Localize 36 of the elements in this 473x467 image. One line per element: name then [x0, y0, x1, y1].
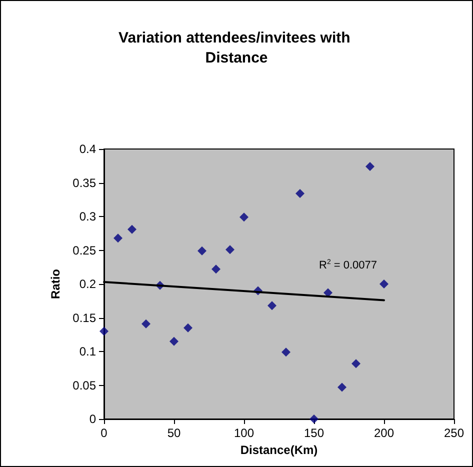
point — [310, 414, 318, 424]
x-tick-label: 100 — [234, 426, 254, 440]
x-tick-label: 50 — [167, 426, 181, 440]
y-tick-label: 0.1 — [79, 344, 96, 358]
y-tick-label: 0.3 — [79, 210, 96, 224]
point — [338, 382, 346, 392]
point — [114, 234, 122, 243]
y-tick-label: 0.25 — [72, 243, 96, 258]
y-tick-label: 0.15 — [72, 310, 96, 325]
y-tick-label: 0.35 — [72, 176, 96, 190]
point — [380, 280, 388, 288]
x-tick-label: 0 — [100, 426, 108, 440]
point — [198, 246, 206, 256]
x-tick-label: 200 — [374, 426, 394, 440]
chart-title: Variation attendees/invitees with Distance — [118, 30, 354, 66]
x-tick-label: 250 — [444, 426, 464, 440]
point — [366, 162, 374, 172]
point — [100, 326, 108, 336]
y-tick-label: 0 — [89, 412, 96, 426]
y-tick-label: 0.4 — [79, 142, 96, 156]
x-tick-label: 150 — [304, 426, 324, 440]
y-axis-title: Ratio — [48, 269, 63, 299]
point — [240, 212, 248, 222]
point — [268, 301, 276, 310]
point — [282, 348, 290, 357]
point — [226, 245, 234, 254]
point — [296, 189, 304, 198]
point — [142, 319, 150, 328]
point — [128, 224, 136, 234]
point — [170, 336, 178, 346]
point — [184, 323, 192, 332]
x-axis-title: Distance(Km) — [240, 442, 318, 457]
point — [212, 264, 220, 274]
y-tick-label: 0.05 — [72, 378, 96, 392]
point — [352, 359, 360, 368]
y-tick-label: 0.2 — [79, 277, 96, 291]
